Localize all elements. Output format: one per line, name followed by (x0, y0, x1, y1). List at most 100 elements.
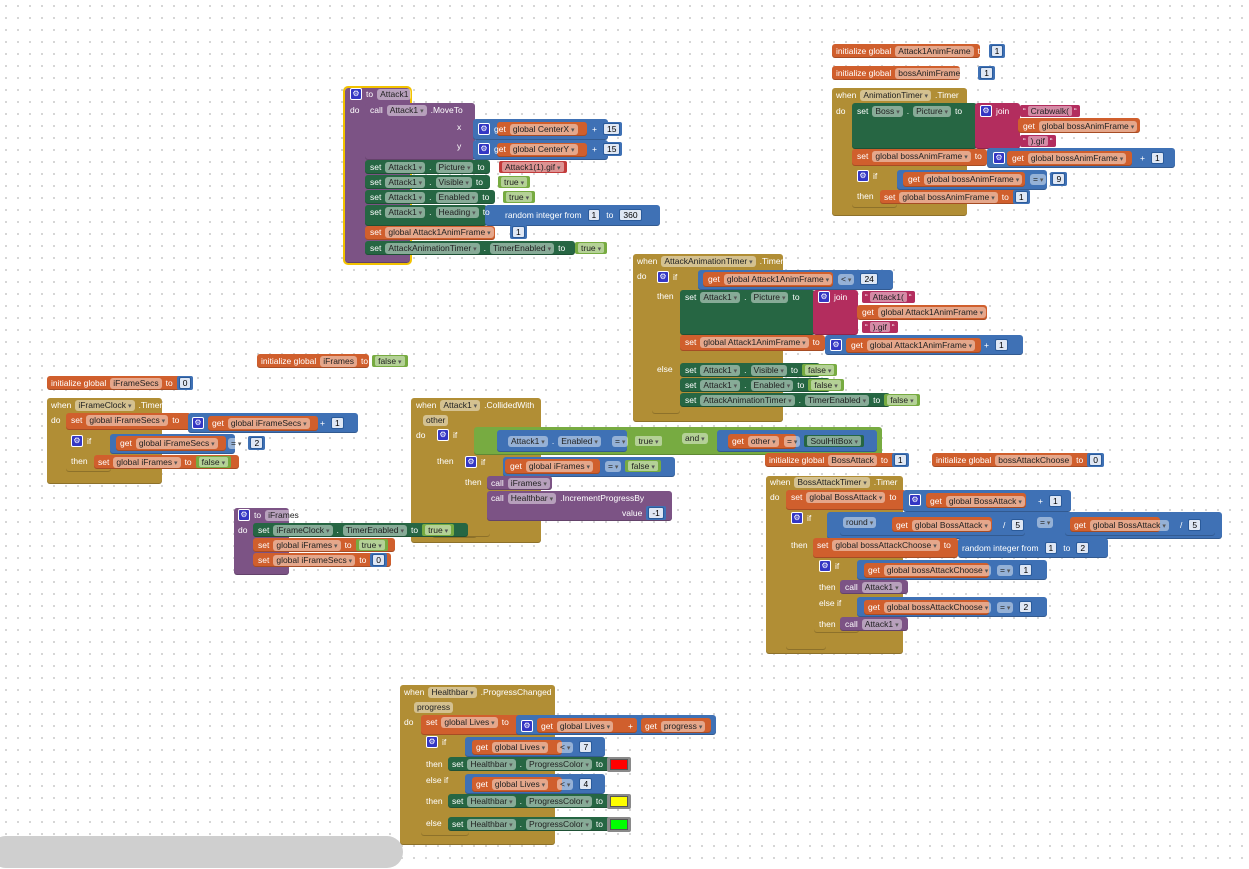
value-field[interactable]: 5 (1188, 519, 1202, 531)
value-field[interactable]: Crabwalk( (1027, 106, 1072, 116)
mutator-gear-icon[interactable]: ⚙ (437, 429, 449, 441)
horizontal-scrollbar[interactable] (0, 836, 403, 868)
dropdown[interactable]: global iFrames (113, 456, 181, 468)
value-field[interactable]: true (506, 192, 533, 202)
dropdown[interactable]: global iFrameSecs (227, 417, 310, 429)
name-field[interactable]: other (423, 414, 449, 426)
number-block[interactable]: 1 (891, 453, 909, 467)
dropdown[interactable]: Attack1 (861, 581, 902, 593)
dropdown[interactable]: Picture (435, 161, 474, 173)
dropdown[interactable]: Attack1 (386, 104, 427, 116)
number-block[interactable]: 5 (1186, 518, 1204, 532)
value-field[interactable]: false (375, 356, 405, 366)
number-block[interactable]: 2 (1017, 600, 1035, 614)
dropdown[interactable]: Healthbar (467, 758, 516, 770)
init-global-block[interactable] (765, 453, 908, 467)
name-field[interactable]: Attack1AnimFrame (895, 45, 974, 57)
mutator-gear-icon[interactable]: ⚙ (71, 435, 83, 447)
dropdown[interactable]: Heading (435, 206, 479, 218)
dropdown[interactable]: AttackAnimationTimer (385, 242, 480, 254)
value-field[interactable]: true (501, 177, 528, 187)
dropdown[interactable]: global CenterX (509, 123, 578, 135)
dropdown[interactable]: Healthbar (467, 818, 516, 830)
number-block[interactable]: 24 (858, 272, 880, 286)
dropdown[interactable]: global bossAnimFrame (923, 173, 1023, 185)
dropdown[interactable]: Attack1 (385, 161, 426, 173)
dropdown[interactable]: Attack1 (700, 379, 741, 391)
dropdown[interactable]: Healthbar (428, 686, 477, 698)
value-field[interactable]: 7 (579, 741, 593, 753)
color-block[interactable] (606, 756, 631, 772)
text-string-block[interactable]: ).gif (862, 321, 898, 333)
value-field[interactable]: false (198, 457, 229, 467)
number-block[interactable]: 2 (1074, 541, 1092, 555)
dropdown[interactable]: global bossAttackChoose (883, 601, 992, 613)
value-field[interactable]: 2 (250, 437, 264, 449)
number-block[interactable]: 1 (1042, 541, 1060, 555)
value-field[interactable]: 1 (1048, 495, 1062, 507)
boolean-block[interactable]: false (884, 394, 920, 406)
value-field[interactable]: true (635, 436, 662, 446)
dropdown[interactable]: TimerEnabled (805, 394, 870, 406)
number-block[interactable]: 0 (1087, 453, 1104, 467)
dropdown[interactable]: global iFrames (273, 539, 341, 551)
dropdown[interactable]: progress (660, 720, 706, 732)
color-block[interactable] (606, 816, 631, 832)
value-field[interactable]: Attack1(1).gif (502, 162, 564, 172)
number-block[interactable]: 1 (328, 416, 346, 430)
text-string-block[interactable]: Attack1( (862, 291, 915, 303)
value-field[interactable]: 2 (1076, 542, 1090, 554)
dropdown[interactable]: global bossAnimFrame (899, 191, 998, 203)
dropdown[interactable]: iFrameClock (273, 524, 333, 536)
value-field[interactable]: ).gif (869, 322, 890, 332)
dropdown[interactable]: Attack1 (861, 618, 902, 630)
dropdown[interactable]: Enabled (558, 435, 601, 447)
value-field[interactable]: -1 (648, 507, 664, 519)
boolean-block[interactable]: true (503, 191, 536, 203)
boolean-block[interactable]: true (498, 176, 531, 188)
dropdown[interactable]: global bossAttackChoose (832, 539, 940, 551)
if-else-block[interactable] (652, 268, 680, 414)
number-block[interactable]: 1 (585, 208, 603, 222)
random-integer-block[interactable] (485, 205, 660, 226)
mutator-gear-icon[interactable]: ⚙ (830, 339, 842, 351)
number-block[interactable]: 1 (978, 66, 996, 80)
mutator-gear-icon[interactable]: ⚙ (478, 123, 490, 135)
dropdown[interactable]: global Attack1AnimFrame (877, 306, 987, 318)
dropdown[interactable]: = (228, 437, 245, 449)
number-block[interactable]: 1 (510, 225, 527, 239)
value-field[interactable]: 15 (602, 123, 621, 135)
dropdown[interactable]: Attack1 (508, 435, 548, 447)
dropdown[interactable]: global Lives (491, 741, 549, 753)
value-field[interactable]: false (887, 395, 917, 405)
dropdown[interactable]: AnimationTimer (860, 89, 931, 101)
dropdown[interactable]: Enabled (750, 379, 794, 391)
mutator-gear-icon[interactable]: ⚙ (426, 736, 438, 748)
init-global-block[interactable] (47, 376, 185, 390)
dropdown[interactable]: < (838, 273, 855, 285)
value-field[interactable]: SoulHitBox (807, 436, 861, 446)
dropdown[interactable]: ProgressColor (526, 758, 592, 770)
dropdown[interactable]: global Lives (441, 716, 498, 728)
mutator-gear-icon[interactable]: ⚙ (791, 512, 803, 524)
value-field[interactable]: Attack1( (869, 292, 907, 302)
dropdown[interactable]: global Lives (556, 720, 614, 732)
value-field[interactable]: false (805, 365, 835, 375)
number-block[interactable]: 1 (988, 44, 1006, 58)
value-field[interactable]: 2 (1019, 601, 1033, 613)
dropdown[interactable]: Attack1 (385, 191, 426, 203)
value-field[interactable]: 1 (893, 454, 907, 466)
number-block[interactable]: 5 (1009, 518, 1027, 532)
value-field[interactable]: 5 (1011, 519, 1025, 531)
dropdown[interactable]: global Attack1AnimFrame (866, 339, 976, 351)
value-field[interactable]: 24 (860, 273, 878, 285)
dropdown[interactable]: global Attack1AnimFrame (700, 336, 809, 348)
dropdown[interactable]: global BossAttack (806, 491, 886, 503)
name-field[interactable]: iFrameSecs (110, 377, 162, 389)
name-field[interactable]: iFrames (320, 355, 357, 367)
dropdown[interactable]: < (557, 741, 574, 753)
name-field[interactable]: bossAnimFrame (895, 67, 964, 79)
value-field[interactable]: 0 (178, 377, 192, 389)
mutator-gear-icon[interactable]: ⚙ (521, 720, 533, 732)
mutator-gear-icon[interactable]: ⚙ (909, 494, 921, 506)
